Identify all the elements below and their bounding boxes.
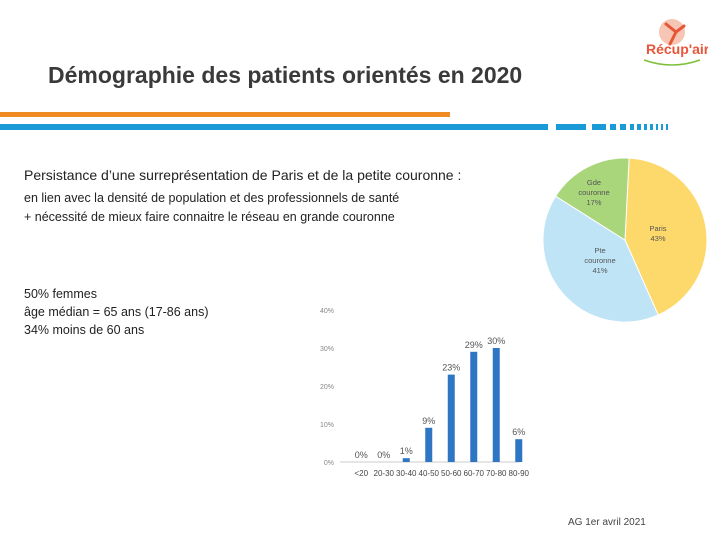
bar-data-label: 0% bbox=[355, 450, 368, 460]
x-tick-label: <20 bbox=[354, 469, 368, 478]
y-tick-label: 20% bbox=[320, 384, 334, 391]
bar bbox=[402, 458, 410, 462]
x-tick-label: 20-30 bbox=[374, 469, 395, 478]
pie-label: Gde bbox=[587, 178, 601, 187]
stat-women: 50% femmes bbox=[24, 287, 97, 301]
bar-data-label: 9% bbox=[422, 416, 435, 426]
y-tick-label: 0% bbox=[324, 460, 334, 467]
page-title: Démographie des patients orientés en 202… bbox=[48, 62, 523, 88]
bar bbox=[492, 348, 500, 462]
pie-slice bbox=[554, 157, 630, 241]
bar bbox=[515, 439, 523, 462]
detail-line: en lien avec la densité de population et… bbox=[24, 191, 400, 205]
footer-text: AG 1er avril 2021 bbox=[568, 517, 646, 528]
detail-text: en lien avec la densité de population et… bbox=[24, 189, 399, 227]
stat-under-60: 34% moins de 60 ans bbox=[24, 323, 145, 337]
y-tick-label: 10% bbox=[320, 422, 334, 429]
x-tick-label: 30-40 bbox=[396, 469, 417, 478]
pie-label: 43% bbox=[650, 234, 665, 243]
persistence-text: Persistance d’une surreprésentation de P… bbox=[24, 167, 462, 183]
pie-slice bbox=[624, 157, 708, 316]
bar-data-label: 0% bbox=[377, 450, 390, 460]
pie-label: couronne bbox=[578, 188, 609, 197]
detail-line: + nécessité de mieux faire connaitre le … bbox=[24, 210, 395, 224]
bar-data-label: 1% bbox=[400, 446, 413, 456]
pie-slice bbox=[542, 195, 659, 323]
x-tick-label: 70-80 bbox=[486, 469, 507, 478]
pie-label: 41% bbox=[592, 266, 607, 275]
bar bbox=[425, 427, 433, 462]
runner-logo-icon: Récup'air bbox=[643, 19, 708, 66]
bar-data-label: 29% bbox=[465, 340, 483, 350]
logo-text: Récup'air bbox=[646, 41, 708, 57]
pie-label: couronne bbox=[584, 256, 615, 265]
x-tick-label: 40-50 bbox=[419, 469, 440, 478]
pie-label: Pte bbox=[594, 246, 605, 255]
bar bbox=[470, 351, 478, 462]
bar-data-label: 23% bbox=[442, 363, 460, 373]
blue-stripe-divider bbox=[0, 124, 720, 130]
pie-label: Paris bbox=[649, 224, 666, 233]
bar-chart: 0% 10% 20% 30% 40% 0% <20 0% 20-30 1% 30-40 9% 40-50… bbox=[320, 308, 530, 478]
bar bbox=[447, 374, 455, 462]
x-tick-label: 60-70 bbox=[464, 469, 485, 478]
patient-stats: 50% femmes âge médian = 65 ans (17-86 an… bbox=[24, 285, 209, 339]
orange-divider bbox=[0, 112, 450, 117]
pie-label: 17% bbox=[586, 198, 601, 207]
y-tick-label: 30% bbox=[320, 346, 334, 353]
x-tick-label: 80-90 bbox=[509, 469, 530, 478]
bar-data-label: 30% bbox=[487, 336, 505, 346]
y-tick-label: 40% bbox=[320, 308, 334, 315]
x-tick-label: 50-60 bbox=[441, 469, 462, 478]
stat-median-age: âge médian = 65 ans (17-86 ans) bbox=[24, 305, 209, 319]
bar-data-label: 6% bbox=[512, 427, 525, 437]
